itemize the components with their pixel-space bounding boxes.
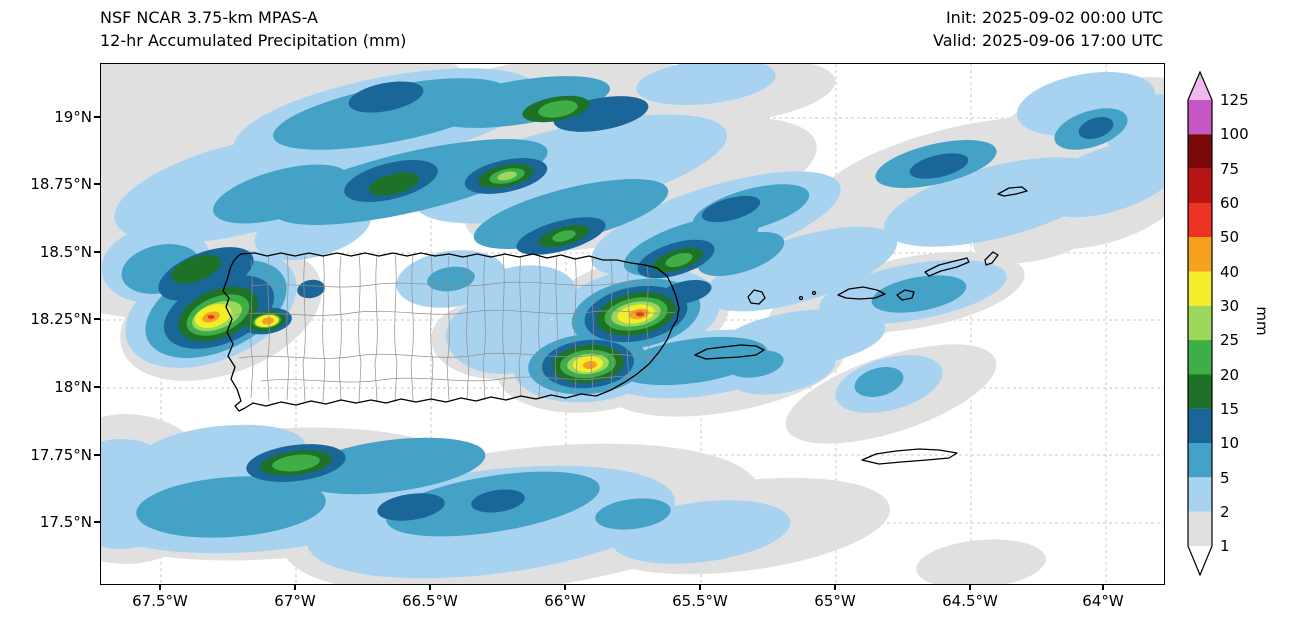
model-title: NSF NCAR 3.75-km MPAS-A xyxy=(100,8,318,27)
colorbar-tick-label: 25 xyxy=(1220,331,1240,349)
colorbar-tick-label: 10 xyxy=(1220,434,1240,452)
y-tick-mark xyxy=(94,183,100,185)
st-john-coastline xyxy=(896,289,915,301)
colorbar-segment xyxy=(1188,168,1212,203)
colorbar xyxy=(1185,67,1215,582)
y-tick-mark xyxy=(94,521,100,523)
colorbar-bottom-arrow xyxy=(1188,546,1212,575)
colorbar-segment xyxy=(1188,374,1212,409)
tortola-coastline xyxy=(924,257,970,277)
colorbar-tick-label: 100 xyxy=(1220,125,1249,143)
colorbar-segment xyxy=(1188,100,1212,135)
colorbar-tick-label: 40 xyxy=(1220,263,1240,281)
x-tick-mark xyxy=(1102,584,1104,590)
x-tick-mark xyxy=(429,584,431,590)
colorbar-segment xyxy=(1188,443,1212,478)
colorbar-tick-label: 2 xyxy=(1220,503,1230,521)
map-plot-area xyxy=(100,63,1165,585)
lon-tick-label: 67.5°W xyxy=(132,592,188,610)
init-time: Init: 2025-09-02 00:00 UTC xyxy=(945,8,1163,27)
valid-time: Valid: 2025-09-06 17:00 UTC xyxy=(932,31,1163,50)
colorbar-svg xyxy=(1187,70,1213,577)
colorbar-top-arrow xyxy=(1188,72,1212,100)
lon-tick-label: 65.5°W xyxy=(672,592,728,610)
x-tick-mark xyxy=(699,584,701,590)
colorbar-segment xyxy=(1188,271,1212,306)
cay-islet xyxy=(798,295,804,301)
x-tick-mark xyxy=(159,584,161,590)
vieques-coastline xyxy=(694,344,765,360)
colorbar-segment xyxy=(1188,477,1212,512)
lat-tick-label: 18°N xyxy=(54,378,92,396)
lat-tick-label: 19°N xyxy=(54,108,92,126)
precipitation-map-svg xyxy=(101,64,1164,584)
st-thomas-coastline xyxy=(837,286,886,300)
coastlines xyxy=(222,186,1028,465)
colorbar-tick-label: 60 xyxy=(1220,194,1240,212)
colorbar-tick-label: 1 xyxy=(1220,537,1230,555)
virgin-gorda-coastline xyxy=(984,251,999,266)
colorbar-segment xyxy=(1188,340,1212,375)
x-tick-mark xyxy=(564,584,566,590)
y-tick-mark xyxy=(94,251,100,253)
y-tick-mark xyxy=(94,318,100,320)
lat-tick-label: 18.75°N xyxy=(30,175,92,193)
puerto-rico-coastline xyxy=(222,252,680,412)
lat-tick-label: 18.25°N xyxy=(30,310,92,328)
colorbar-segment xyxy=(1188,511,1212,547)
y-tick-mark xyxy=(94,386,100,388)
colorbar-tick-label: 75 xyxy=(1220,160,1240,178)
colorbar-tick-label: 15 xyxy=(1220,400,1240,418)
colorbar-segment xyxy=(1188,305,1212,341)
colorbar-tick-label: 20 xyxy=(1220,366,1240,384)
anegada-coastline xyxy=(997,186,1028,197)
cay-islet xyxy=(811,290,817,296)
lon-tick-label: 64.5°W xyxy=(942,592,998,610)
st-croix-coastline xyxy=(861,448,958,465)
colorbar-segment xyxy=(1188,202,1212,238)
y-tick-mark xyxy=(94,116,100,118)
colorbar-segment xyxy=(1188,408,1212,444)
x-tick-mark xyxy=(969,584,971,590)
lat-tick-label: 18.5°N xyxy=(39,243,92,261)
culebra-coastline xyxy=(747,289,766,305)
colorbar-segment xyxy=(1188,134,1212,169)
lon-tick-label: 65°W xyxy=(814,592,856,610)
lat-tick-label: 17.5°N xyxy=(39,513,92,531)
x-tick-mark xyxy=(834,584,836,590)
x-tick-mark xyxy=(294,584,296,590)
colorbar-tick-label: 125 xyxy=(1220,91,1249,109)
municipality-boundaries xyxy=(234,254,676,403)
product-title: 12-hr Accumulated Precipitation (mm) xyxy=(100,31,407,50)
lon-tick-label: 66°W xyxy=(544,592,586,610)
colorbar-tick-label: 30 xyxy=(1220,297,1240,315)
colorbar-unit-label: mm xyxy=(1253,306,1271,336)
colorbar-tick-label: 5 xyxy=(1220,469,1230,487)
colorbar-tick-label: 50 xyxy=(1220,228,1240,246)
colorbar-segment xyxy=(1188,237,1212,272)
colorbar-outline xyxy=(1187,70,1213,577)
y-tick-mark xyxy=(94,454,100,456)
lon-tick-label: 67°W xyxy=(274,592,316,610)
lon-tick-label: 66.5°W xyxy=(402,592,458,610)
lon-tick-label: 64°W xyxy=(1082,592,1124,610)
lat-tick-label: 17.75°N xyxy=(30,446,92,464)
